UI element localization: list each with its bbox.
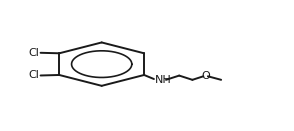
Text: O: O	[201, 71, 210, 81]
Text: Cl: Cl	[29, 48, 40, 58]
Text: Cl: Cl	[29, 70, 40, 80]
Text: NH: NH	[155, 75, 172, 85]
